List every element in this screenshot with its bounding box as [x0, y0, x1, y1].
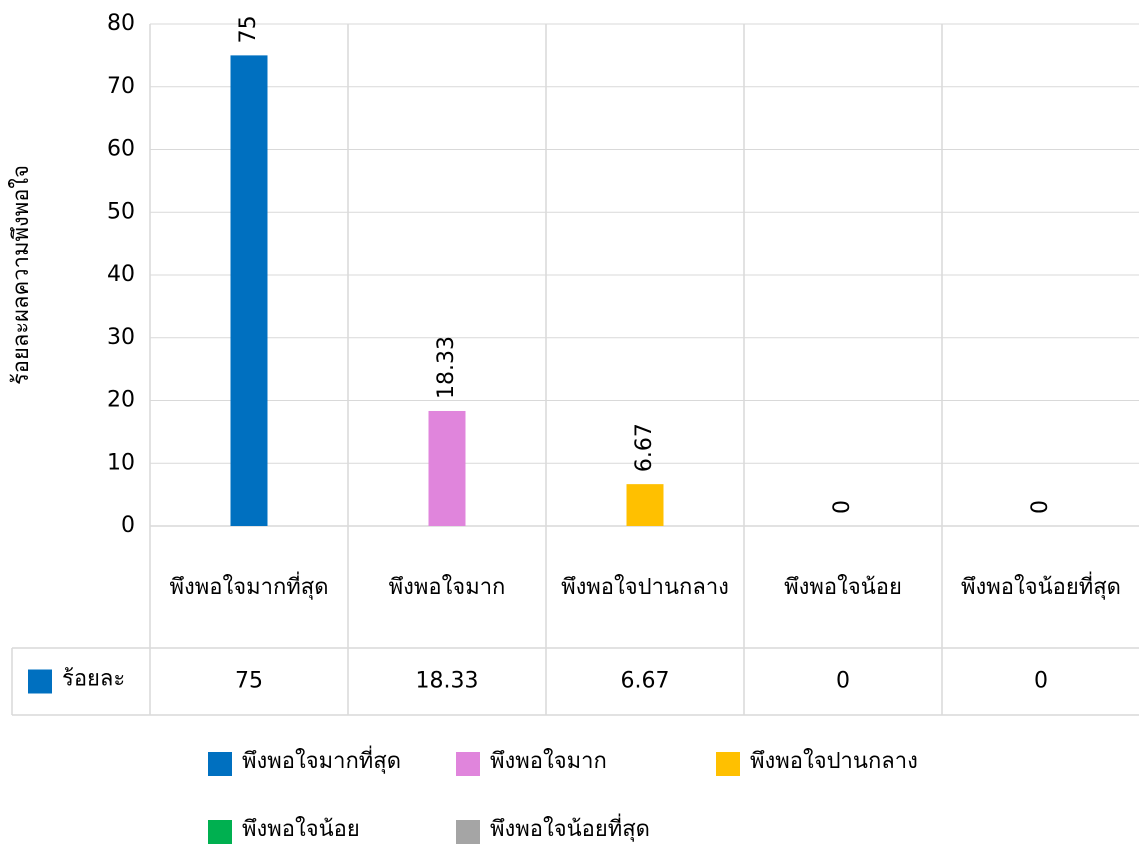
table-value: 0: [1034, 669, 1048, 694]
y-tick-label: 60: [107, 137, 135, 162]
legend-key: [208, 752, 232, 776]
table-series-name: ร้อยละ: [62, 667, 125, 692]
table-value: 0: [836, 669, 850, 694]
y-tick-label: 50: [107, 199, 135, 224]
legend-key: [456, 752, 480, 776]
x-tick-label: พึงพอใจปานกลาง: [561, 575, 729, 600]
data-label: 75: [236, 15, 261, 43]
y-tick-label: 0: [121, 513, 135, 538]
y-tick-label: 20: [107, 388, 135, 413]
legend-key: [208, 820, 232, 844]
legend-label: พึงพอใจน้อยที่สุด: [490, 813, 650, 842]
x-tick-label: พึงพอใจน้อยที่สุด: [961, 575, 1121, 600]
legend-label: พึงพอใจมาก: [490, 748, 607, 774]
table-value: 75: [235, 669, 263, 694]
bar: [428, 410, 466, 526]
legend-key: [716, 752, 740, 776]
data-label: 6.67: [632, 423, 657, 472]
data-label: 0: [830, 500, 855, 514]
y-tick-label: 40: [107, 262, 135, 287]
legend-key: [456, 820, 480, 844]
y-tick-label: 30: [107, 325, 135, 350]
legend-label: พึงพอใจมากที่สุด: [242, 745, 401, 774]
bar: [230, 55, 268, 526]
x-tick-label: พึงพอใจมาก: [388, 575, 506, 600]
legend-label: พึงพอใจน้อย: [242, 816, 360, 842]
y-tick-label: 70: [107, 74, 135, 99]
y-axis-label: ร้อยละผลความพึงพอใจ: [8, 165, 34, 385]
data-label: 18.33: [434, 336, 459, 399]
y-tick-label: 10: [107, 450, 135, 475]
table-legend-key: [28, 669, 52, 694]
legend-label: พึงพอใจปานกลาง: [750, 748, 918, 774]
y-tick-label: 80: [107, 11, 135, 36]
x-tick-label: พึงพอใจมากที่สุด: [169, 575, 329, 600]
table-value: 6.67: [621, 669, 670, 694]
bar: [626, 484, 664, 526]
table-value: 18.33: [416, 669, 479, 694]
data-label: 0: [1028, 500, 1053, 514]
x-tick-label: พึงพอใจน้อย: [784, 575, 902, 600]
